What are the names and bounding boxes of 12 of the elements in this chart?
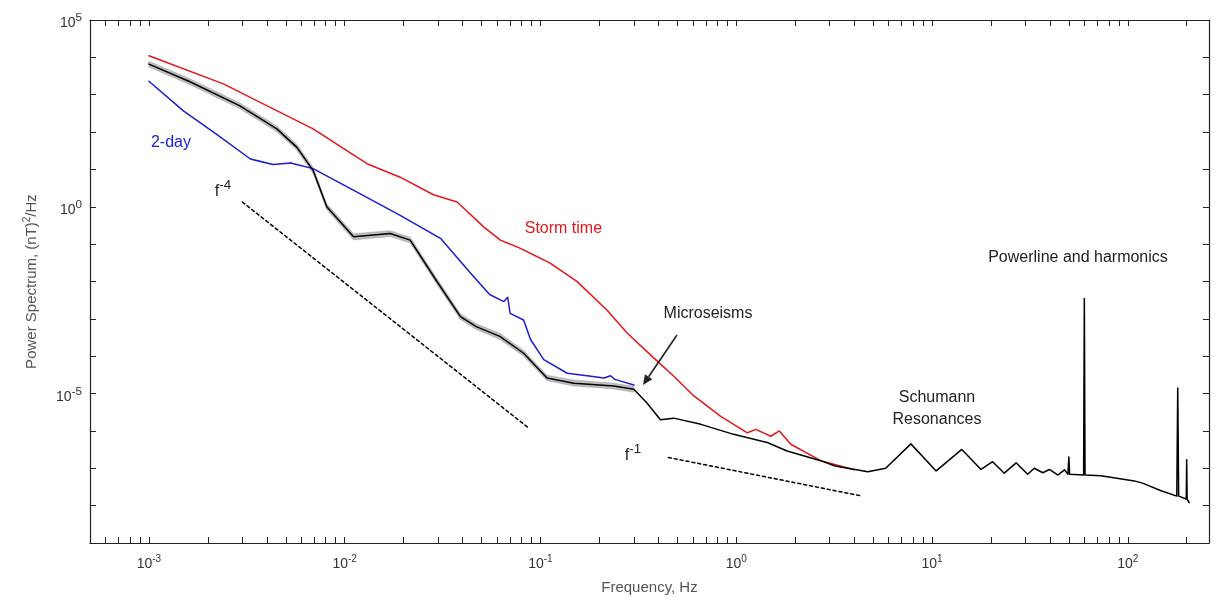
y-axis-title: Power Spectrum, (nT)2/Hz <box>20 194 39 369</box>
y-tick-label: 10$^{0}$ <box>59 196 82 217</box>
series-label: Storm time <box>524 218 603 236</box>
annotation: f$^{-4}$ <box>214 176 232 201</box>
annotation: f$^{-1}$ <box>624 440 642 465</box>
annotation: Schumann Resonances <box>891 387 983 429</box>
annotation: Powerline and harmonics <box>988 247 1168 267</box>
series-label: 2-day <box>150 132 191 150</box>
y-tick-label: 10$^{5}$ <box>58 10 82 30</box>
y-tick-label: 10$^{-5}$ <box>55 383 82 404</box>
x-axis-title: Frequency, Hz <box>601 578 698 595</box>
annotation: Microseisms <box>663 303 753 323</box>
